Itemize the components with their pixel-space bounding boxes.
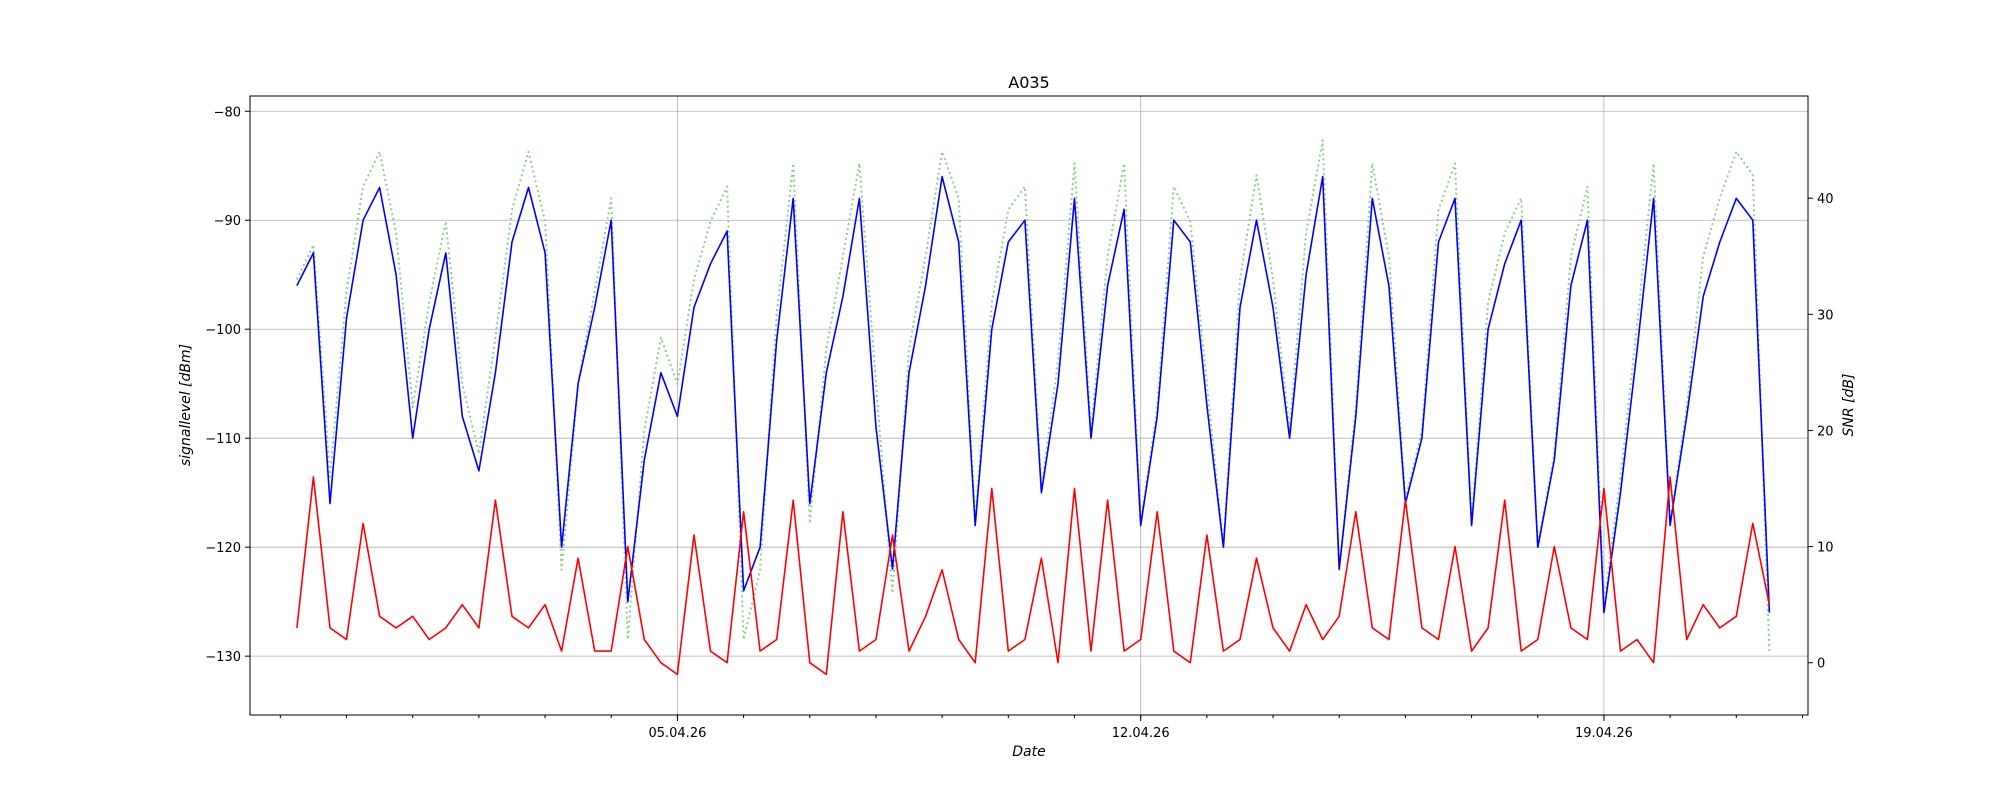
y-tick-label-left: −90	[214, 214, 241, 229]
y-tick-label-left: −100	[205, 323, 241, 338]
y-tick-label-left: −110	[205, 432, 241, 447]
x-tick-label: 12.04.26	[1112, 726, 1170, 741]
series-line-0	[296, 175, 1771, 614]
y-tick-label-left: −80	[214, 105, 241, 120]
y-tick-label-right: 30	[1817, 308, 1834, 323]
y-tick-label-left: −120	[205, 541, 241, 556]
axis-ticks: −80 −90 −100 −110 −120 −130 40 30 20 10 0 05.04.26 1…	[205, 105, 1833, 741]
y-axis-label-right: SNR [dB]	[1841, 374, 1857, 437]
y-tick-label-right: 20	[1817, 424, 1834, 439]
series-line-2	[295, 139, 1771, 652]
grid-lines	[250, 96, 1808, 715]
y-tick-label-right: 10	[1817, 541, 1834, 556]
x-axis-label: Date	[1012, 744, 1045, 760]
x-tick-label: 05.04.26	[648, 726, 706, 741]
series-line-1	[296, 476, 1771, 676]
y-axis-label-left: signallevel [dBm]	[178, 344, 194, 466]
y-tick-label-right: 0	[1817, 657, 1825, 672]
plot-frame	[249, 95, 1809, 716]
y-tick-label-right: 40	[1817, 192, 1834, 207]
y-tick-label-left: −130	[205, 650, 241, 665]
x-tick-label: 19.04.26	[1575, 726, 1633, 741]
chart-title: A035	[1008, 73, 1049, 92]
series-lines	[295, 139, 1771, 676]
